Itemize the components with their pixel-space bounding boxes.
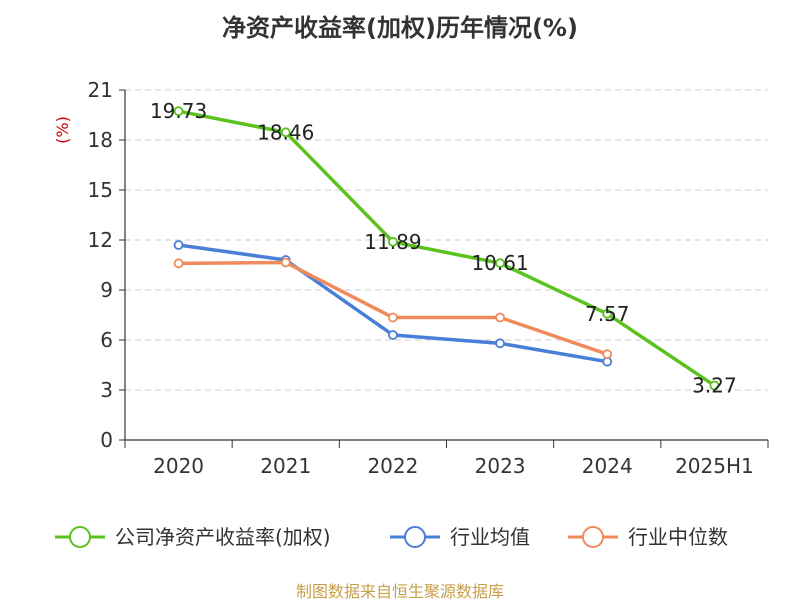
data-point	[602, 308, 613, 319]
y-tick-label: 0	[100, 428, 113, 452]
x-tick-label: 2022	[367, 454, 418, 478]
data-point	[280, 127, 291, 138]
data-point	[709, 380, 720, 391]
data-label: 10.61	[471, 251, 528, 275]
data-label: 11.89	[364, 230, 421, 254]
y-tick-label: 6	[100, 328, 113, 352]
x-tick-label: 2023	[475, 454, 526, 478]
x-tick-label: 2021	[260, 454, 311, 478]
x-tick-label: 2024	[582, 454, 633, 478]
data-point	[388, 236, 398, 247]
y-tick-label: 15	[88, 178, 113, 202]
legend-item-3: 行业中位数	[568, 525, 728, 549]
data-point	[388, 330, 398, 340]
data-point	[173, 106, 184, 117]
data-labels: 19.73 18.46 11.89 10.61 7.57 3.27	[150, 99, 737, 397]
series-group	[173, 106, 720, 391]
x-tick-label: 2020	[153, 454, 204, 478]
legend-marker	[69, 526, 91, 548]
data-point	[280, 257, 291, 268]
axes: 0 3 6 9 12 15 18 21 (%) 2020 2021 2022 2023 2024 2025H…	[53, 78, 769, 478]
legend-item-2: 行业均值	[390, 525, 530, 549]
series-line	[178, 109, 716, 387]
legend: 公司净资产收益率(加权) 行业均值 行业中位数	[55, 525, 728, 549]
data-point	[173, 240, 184, 250]
data-point	[388, 312, 398, 323]
grid-lines	[125, 89, 768, 391]
data-point	[495, 338, 505, 349]
series-3	[173, 257, 613, 360]
y-axis-label: (%)	[53, 116, 72, 144]
legend-marker	[582, 526, 604, 548]
source-note: 制图数据来自恒生聚源数据库	[295, 582, 504, 601]
data-point	[495, 258, 505, 269]
y-tick-label: 3	[100, 378, 113, 402]
data-point	[173, 258, 184, 269]
data-label: 18.46	[257, 120, 314, 144]
data-label: 19.73	[150, 99, 207, 123]
y-tick-label: 21	[88, 78, 113, 102]
legend-label: 行业均值	[450, 525, 530, 549]
y-tick-label: 12	[88, 228, 113, 252]
chart-title: 净资产收益率(加权)历年情况(%)	[222, 14, 578, 42]
series-2	[173, 240, 613, 367]
data-point	[602, 349, 613, 360]
legend-label: 行业中位数	[628, 525, 728, 549]
data-label: 3.27	[692, 374, 737, 398]
x-tick-label: 2025H1	[675, 454, 754, 478]
series-1	[173, 106, 720, 391]
y-tick-label: 18	[88, 128, 113, 152]
data-label: 7.57	[585, 302, 630, 326]
legend-marker	[404, 526, 426, 548]
y-tick-label: 9	[100, 278, 113, 302]
data-point	[495, 312, 505, 323]
series-line	[178, 260, 608, 356]
legend-label: 公司净资产收益率(加权)	[115, 525, 331, 549]
legend-item-1: 公司净资产收益率(加权)	[55, 525, 331, 549]
